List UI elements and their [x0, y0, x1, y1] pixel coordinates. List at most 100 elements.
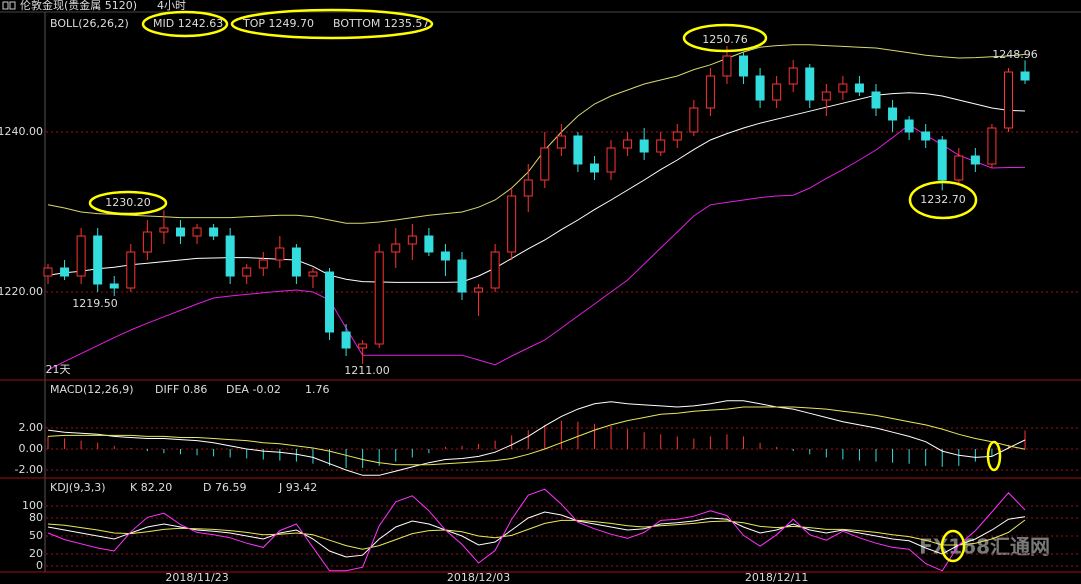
candle-body	[209, 227, 219, 237]
candle-body	[457, 259, 467, 293]
candle-body	[739, 55, 749, 77]
candle-body	[689, 107, 699, 133]
window-icon	[2, 1, 9, 10]
x-tick-label: 2018/11/23	[165, 571, 228, 584]
readout: BOTTOM 1235.57	[333, 17, 429, 30]
candle-body	[159, 227, 169, 233]
candle-body	[358, 343, 368, 349]
candle-body	[772, 83, 782, 101]
candle-body	[954, 155, 964, 181]
price-annotation: 1219.50	[72, 297, 118, 310]
highlight-ellipse	[908, 180, 978, 220]
candle-body	[540, 147, 550, 181]
line-series	[47, 519, 1026, 550]
candle-body	[325, 271, 335, 333]
candle-body	[43, 267, 53, 277]
readout: DIFF 0.86	[155, 383, 207, 396]
price-annotation: 1248.96	[992, 48, 1038, 61]
x-tick-label: 2018/12/11	[745, 571, 808, 584]
candle-body	[126, 251, 136, 289]
candle-body	[705, 75, 715, 109]
candle-body	[523, 179, 533, 197]
indicator-label: MACD(12,26,9)	[50, 383, 134, 396]
y-tick-label: 50	[29, 529, 43, 542]
candle-body	[970, 155, 980, 165]
candle-body	[93, 235, 103, 285]
price-annotation: 1250.76	[702, 33, 748, 46]
y-tick-label: 20	[29, 547, 43, 560]
highlight-ellipse	[141, 10, 229, 38]
readout: J 93.42	[278, 481, 317, 494]
readout: 1.76	[305, 383, 330, 396]
candle-body	[142, 231, 152, 253]
highlight-ellipse	[88, 190, 168, 216]
candle-body	[1003, 71, 1013, 129]
readout: DEA -0.02	[226, 383, 281, 396]
readout: MID 1242.63	[153, 17, 223, 30]
y-tick-label: 2.00	[19, 421, 44, 434]
candle-body	[556, 135, 566, 149]
candle-body	[275, 247, 285, 261]
candle-body	[904, 119, 914, 133]
highlight-ellipse	[986, 440, 1002, 472]
candle-body	[672, 131, 682, 141]
candle-body	[755, 75, 765, 101]
price-annotation: 1211.00	[344, 364, 390, 377]
candle-body	[424, 235, 434, 253]
highlight-ellipse	[940, 529, 966, 563]
instrument-title: 伦敦金现(贵金属 5120)	[20, 0, 137, 12]
candle-body	[871, 91, 881, 109]
readout: TOP 1249.70	[242, 17, 314, 30]
candle-body	[821, 91, 831, 101]
candle-body	[1020, 71, 1030, 81]
x-tick-label: 2018/12/03	[447, 571, 510, 584]
price-annotation: 21天	[46, 363, 71, 376]
candle-body	[109, 283, 119, 289]
candle-body	[225, 235, 235, 277]
line-series	[47, 406, 1026, 466]
line-series	[47, 92, 1026, 283]
indicator-label: KDJ(9,3,3)	[50, 481, 106, 494]
line-series	[47, 124, 1026, 371]
y-tick-label: 1240.00	[0, 125, 43, 138]
candle-body	[987, 127, 997, 165]
candle-body	[175, 227, 185, 237]
candle-body	[440, 251, 450, 261]
candle-body	[258, 259, 268, 269]
highlight-ellipse	[230, 8, 434, 40]
y-tick-label: -2.00	[15, 463, 43, 476]
candle-body	[242, 267, 252, 277]
candle-body	[639, 139, 649, 153]
y-tick-label: 0	[36, 559, 43, 572]
y-tick-label: 0.00	[19, 442, 44, 455]
candle-body	[291, 247, 301, 277]
watermark: FX168汇通网	[919, 535, 1050, 559]
candle-body	[407, 235, 417, 245]
y-tick-label: 1220.00	[0, 285, 43, 298]
candle-body	[374, 251, 384, 345]
candle-body	[60, 267, 70, 277]
line-series	[47, 400, 1026, 476]
candle-body	[391, 243, 401, 253]
period[interactable]: 4小时	[157, 0, 186, 12]
readout: D 76.59	[203, 481, 246, 494]
line-series	[47, 511, 1026, 558]
highlight-ellipse	[682, 23, 768, 53]
candle-body	[805, 67, 815, 101]
candle-body	[490, 251, 500, 289]
candle-body	[937, 139, 947, 181]
price-annotation: 1232.70	[920, 193, 966, 206]
candle-body	[308, 271, 318, 277]
candle-body	[589, 163, 599, 173]
candle-body	[474, 287, 484, 293]
candle-body	[341, 331, 351, 349]
price-annotation: 1230.20	[105, 196, 151, 209]
candle-body	[76, 235, 86, 277]
candle-body	[921, 131, 931, 141]
line-series	[47, 488, 1026, 572]
candle-body	[656, 139, 666, 153]
candle-body	[192, 227, 202, 237]
y-tick-label: 100	[22, 499, 43, 512]
candle-body	[788, 67, 798, 85]
